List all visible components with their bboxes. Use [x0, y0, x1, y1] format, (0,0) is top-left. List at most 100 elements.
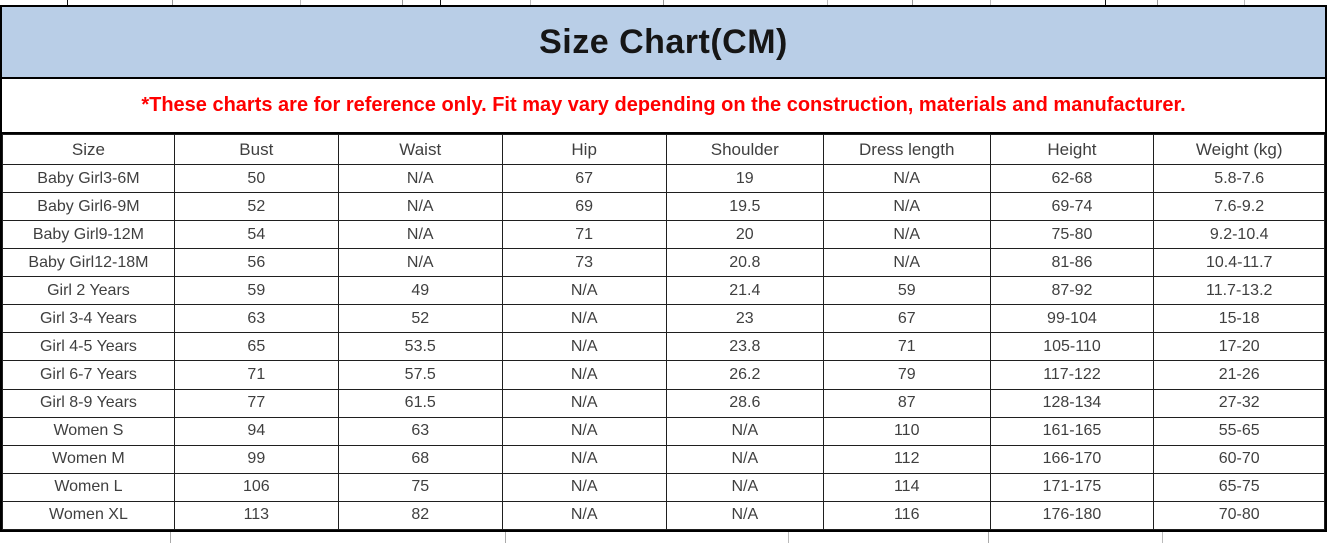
value-cell: 113	[173, 500, 339, 531]
value-cell: N/A	[501, 388, 667, 418]
value-cell: 171-175	[989, 472, 1155, 502]
value-cell: 11.7-13.2	[1153, 276, 1325, 306]
value-cell: 114	[822, 472, 991, 502]
value-cell: N/A	[665, 444, 824, 474]
value-cell: 128-134	[989, 388, 1155, 418]
value-cell: 10.4-11.7	[1153, 248, 1325, 278]
size-label-cell: Baby Girl3-6M	[2, 163, 175, 194]
value-cell: 71	[173, 360, 339, 390]
value-cell: N/A	[337, 220, 503, 250]
page-title: Size Chart(CM)	[539, 22, 788, 61]
value-cell: 23.8	[665, 332, 824, 362]
size-label-cell: Baby Girl6-9M	[2, 192, 175, 222]
column-header: Dress length	[822, 134, 991, 165]
disclaimer-text: *These charts are for reference only. Fi…	[141, 94, 1186, 116]
value-cell: 67	[822, 304, 991, 334]
value-cell: 65	[173, 332, 339, 362]
value-cell: 56	[173, 248, 339, 278]
value-cell: 49	[337, 276, 503, 306]
value-cell: 70-80	[1153, 500, 1325, 531]
value-cell: 81-86	[989, 248, 1155, 278]
table-row: Women M 99 68 N/A N/A 112 166-170 60-70	[2, 444, 1325, 474]
value-cell: 20	[665, 220, 824, 250]
size-label-cell: Baby Girl9-12M	[2, 220, 175, 250]
size-label-cell: Girl 2 Years	[2, 276, 175, 306]
header-row: Size Bust Waist Hip Shoulder Dress length Heig…	[2, 134, 1325, 165]
value-cell: N/A	[665, 416, 824, 446]
value-cell: 50	[173, 163, 339, 194]
value-cell: 87-92	[989, 276, 1155, 306]
grid-tick	[300, 0, 301, 5]
grid-tick	[172, 0, 173, 5]
size-label-cell: Baby Girl12-18M	[2, 248, 175, 278]
value-cell: 57.5	[337, 360, 503, 390]
value-cell: N/A	[501, 276, 667, 306]
column-header: Size	[2, 134, 175, 165]
value-cell: 54	[173, 220, 339, 250]
value-cell: 105-110	[989, 332, 1155, 362]
value-cell: 20.8	[665, 248, 824, 278]
table-row: Girl 4-5 Years 65 53.5 N/A 23.8 71 105-110 17-2…	[2, 332, 1325, 362]
grid-tick	[402, 0, 403, 5]
size-label-cell: Women S	[2, 416, 175, 446]
value-cell: N/A	[501, 444, 667, 474]
grid-tick	[912, 0, 913, 5]
value-cell: 7.6-9.2	[1153, 192, 1325, 222]
size-chart-frame: Size Chart(CM) *These charts are for ref…	[0, 5, 1327, 532]
size-label-cell: Girl 8-9 Years	[2, 388, 175, 418]
value-cell: 60-70	[1153, 444, 1325, 474]
table-row: Baby Girl9-12M 54 N/A 71 20 N/A 75-80 9.2-10.4	[2, 220, 1325, 250]
value-cell: N/A	[822, 192, 991, 222]
value-cell: 17-20	[1153, 332, 1325, 362]
table-row: Women L 106 75 N/A N/A 114 171-175 65-75	[2, 472, 1325, 502]
table-row: Girl 2 Years 59 49 N/A 21.4 59 87-92 11.7-13.2	[2, 276, 1325, 306]
value-cell: 117-122	[989, 360, 1155, 390]
value-cell: 87	[822, 388, 991, 418]
value-cell: 75-80	[989, 220, 1155, 250]
table-row: Women XL 113 82 N/A N/A 116 176-180 70-80	[2, 500, 1325, 531]
value-cell: N/A	[501, 472, 667, 502]
spreadsheet-top-edge	[0, 0, 1327, 5]
value-cell: N/A	[665, 500, 824, 531]
grid-tick	[990, 0, 991, 5]
value-cell: 73	[501, 248, 667, 278]
value-cell: N/A	[822, 220, 991, 250]
grid-tick	[440, 0, 441, 5]
value-cell: 166-170	[989, 444, 1155, 474]
column-header: Height	[989, 134, 1155, 165]
grid-tick	[988, 532, 989, 543]
size-label-cell: Women L	[2, 472, 175, 502]
value-cell: 23	[665, 304, 824, 334]
value-cell: 75	[337, 472, 503, 502]
value-cell: 67	[501, 163, 667, 194]
disclaimer-band: *These charts are for reference only. Fi…	[2, 79, 1325, 134]
column-header: Waist	[337, 134, 503, 165]
value-cell: 116	[822, 500, 991, 531]
value-cell: 71	[501, 220, 667, 250]
title-band: Size Chart(CM)	[2, 7, 1325, 79]
value-cell: 15-18	[1153, 304, 1325, 334]
value-cell: 106	[173, 472, 339, 502]
size-label-cell: Women M	[2, 444, 175, 474]
value-cell: 69-74	[989, 192, 1155, 222]
value-cell: 99	[173, 444, 339, 474]
value-cell: 55-65	[1153, 416, 1325, 446]
table-row: Baby Girl3-6M 50 N/A 67 19 N/A 62-68 5.8-7.6	[2, 163, 1325, 194]
value-cell: N/A	[501, 332, 667, 362]
table-row: Girl 6-7 Years 71 57.5 N/A 26.2 79 117-122 21-2…	[2, 360, 1325, 390]
column-header: Hip	[501, 134, 667, 165]
grid-tick	[67, 0, 68, 5]
grid-tick	[827, 0, 828, 5]
grid-tick	[1244, 0, 1245, 5]
value-cell: N/A	[501, 304, 667, 334]
value-cell: N/A	[822, 248, 991, 278]
grid-tick	[505, 532, 506, 543]
grid-tick	[170, 532, 171, 543]
grid-tick	[1105, 0, 1106, 5]
size-label-cell: Women XL	[2, 500, 175, 531]
value-cell: 63	[173, 304, 339, 334]
value-cell: 52	[337, 304, 503, 334]
value-cell: N/A	[501, 360, 667, 390]
value-cell: 61.5	[337, 388, 503, 418]
size-label-cell: Girl 6-7 Years	[2, 360, 175, 390]
